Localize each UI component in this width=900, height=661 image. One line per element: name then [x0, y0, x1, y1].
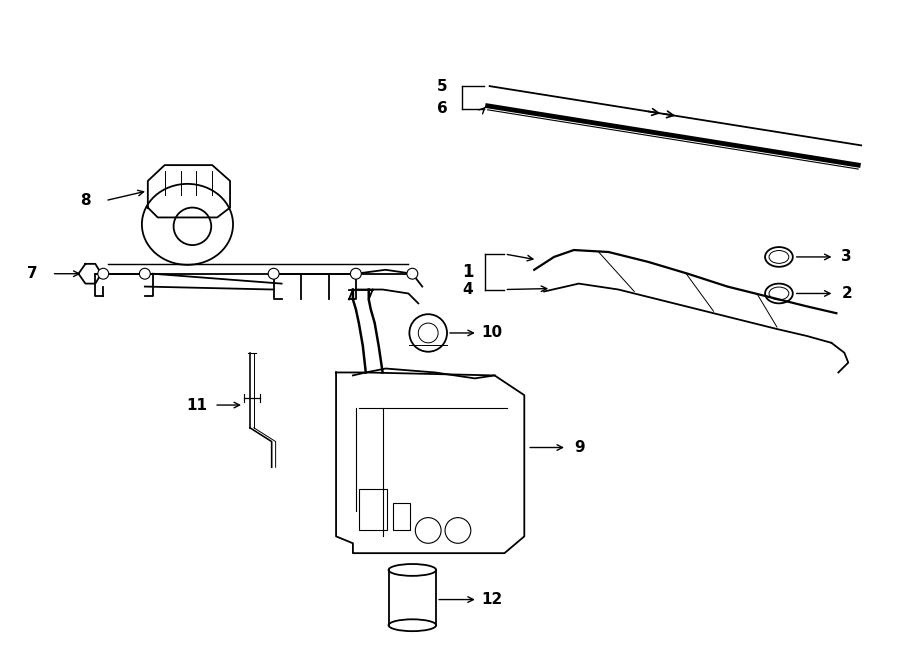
Circle shape [140, 268, 150, 279]
Text: 11: 11 [186, 397, 207, 412]
Text: 1: 1 [462, 263, 473, 281]
Bar [392, 503, 410, 530]
Text: 2: 2 [842, 286, 852, 301]
Circle shape [268, 268, 279, 279]
Circle shape [350, 268, 361, 279]
Bar [359, 489, 387, 530]
Text: 5: 5 [436, 79, 447, 94]
Text: 3: 3 [842, 249, 852, 264]
Text: 10: 10 [482, 325, 503, 340]
Circle shape [410, 314, 447, 352]
Circle shape [98, 268, 109, 279]
Text: 12: 12 [482, 592, 503, 607]
Circle shape [407, 268, 418, 279]
Text: 6: 6 [436, 101, 447, 116]
Text: 8: 8 [80, 193, 91, 208]
Text: 9: 9 [574, 440, 584, 455]
Text: 7: 7 [27, 266, 37, 281]
Text: 4: 4 [463, 282, 473, 297]
